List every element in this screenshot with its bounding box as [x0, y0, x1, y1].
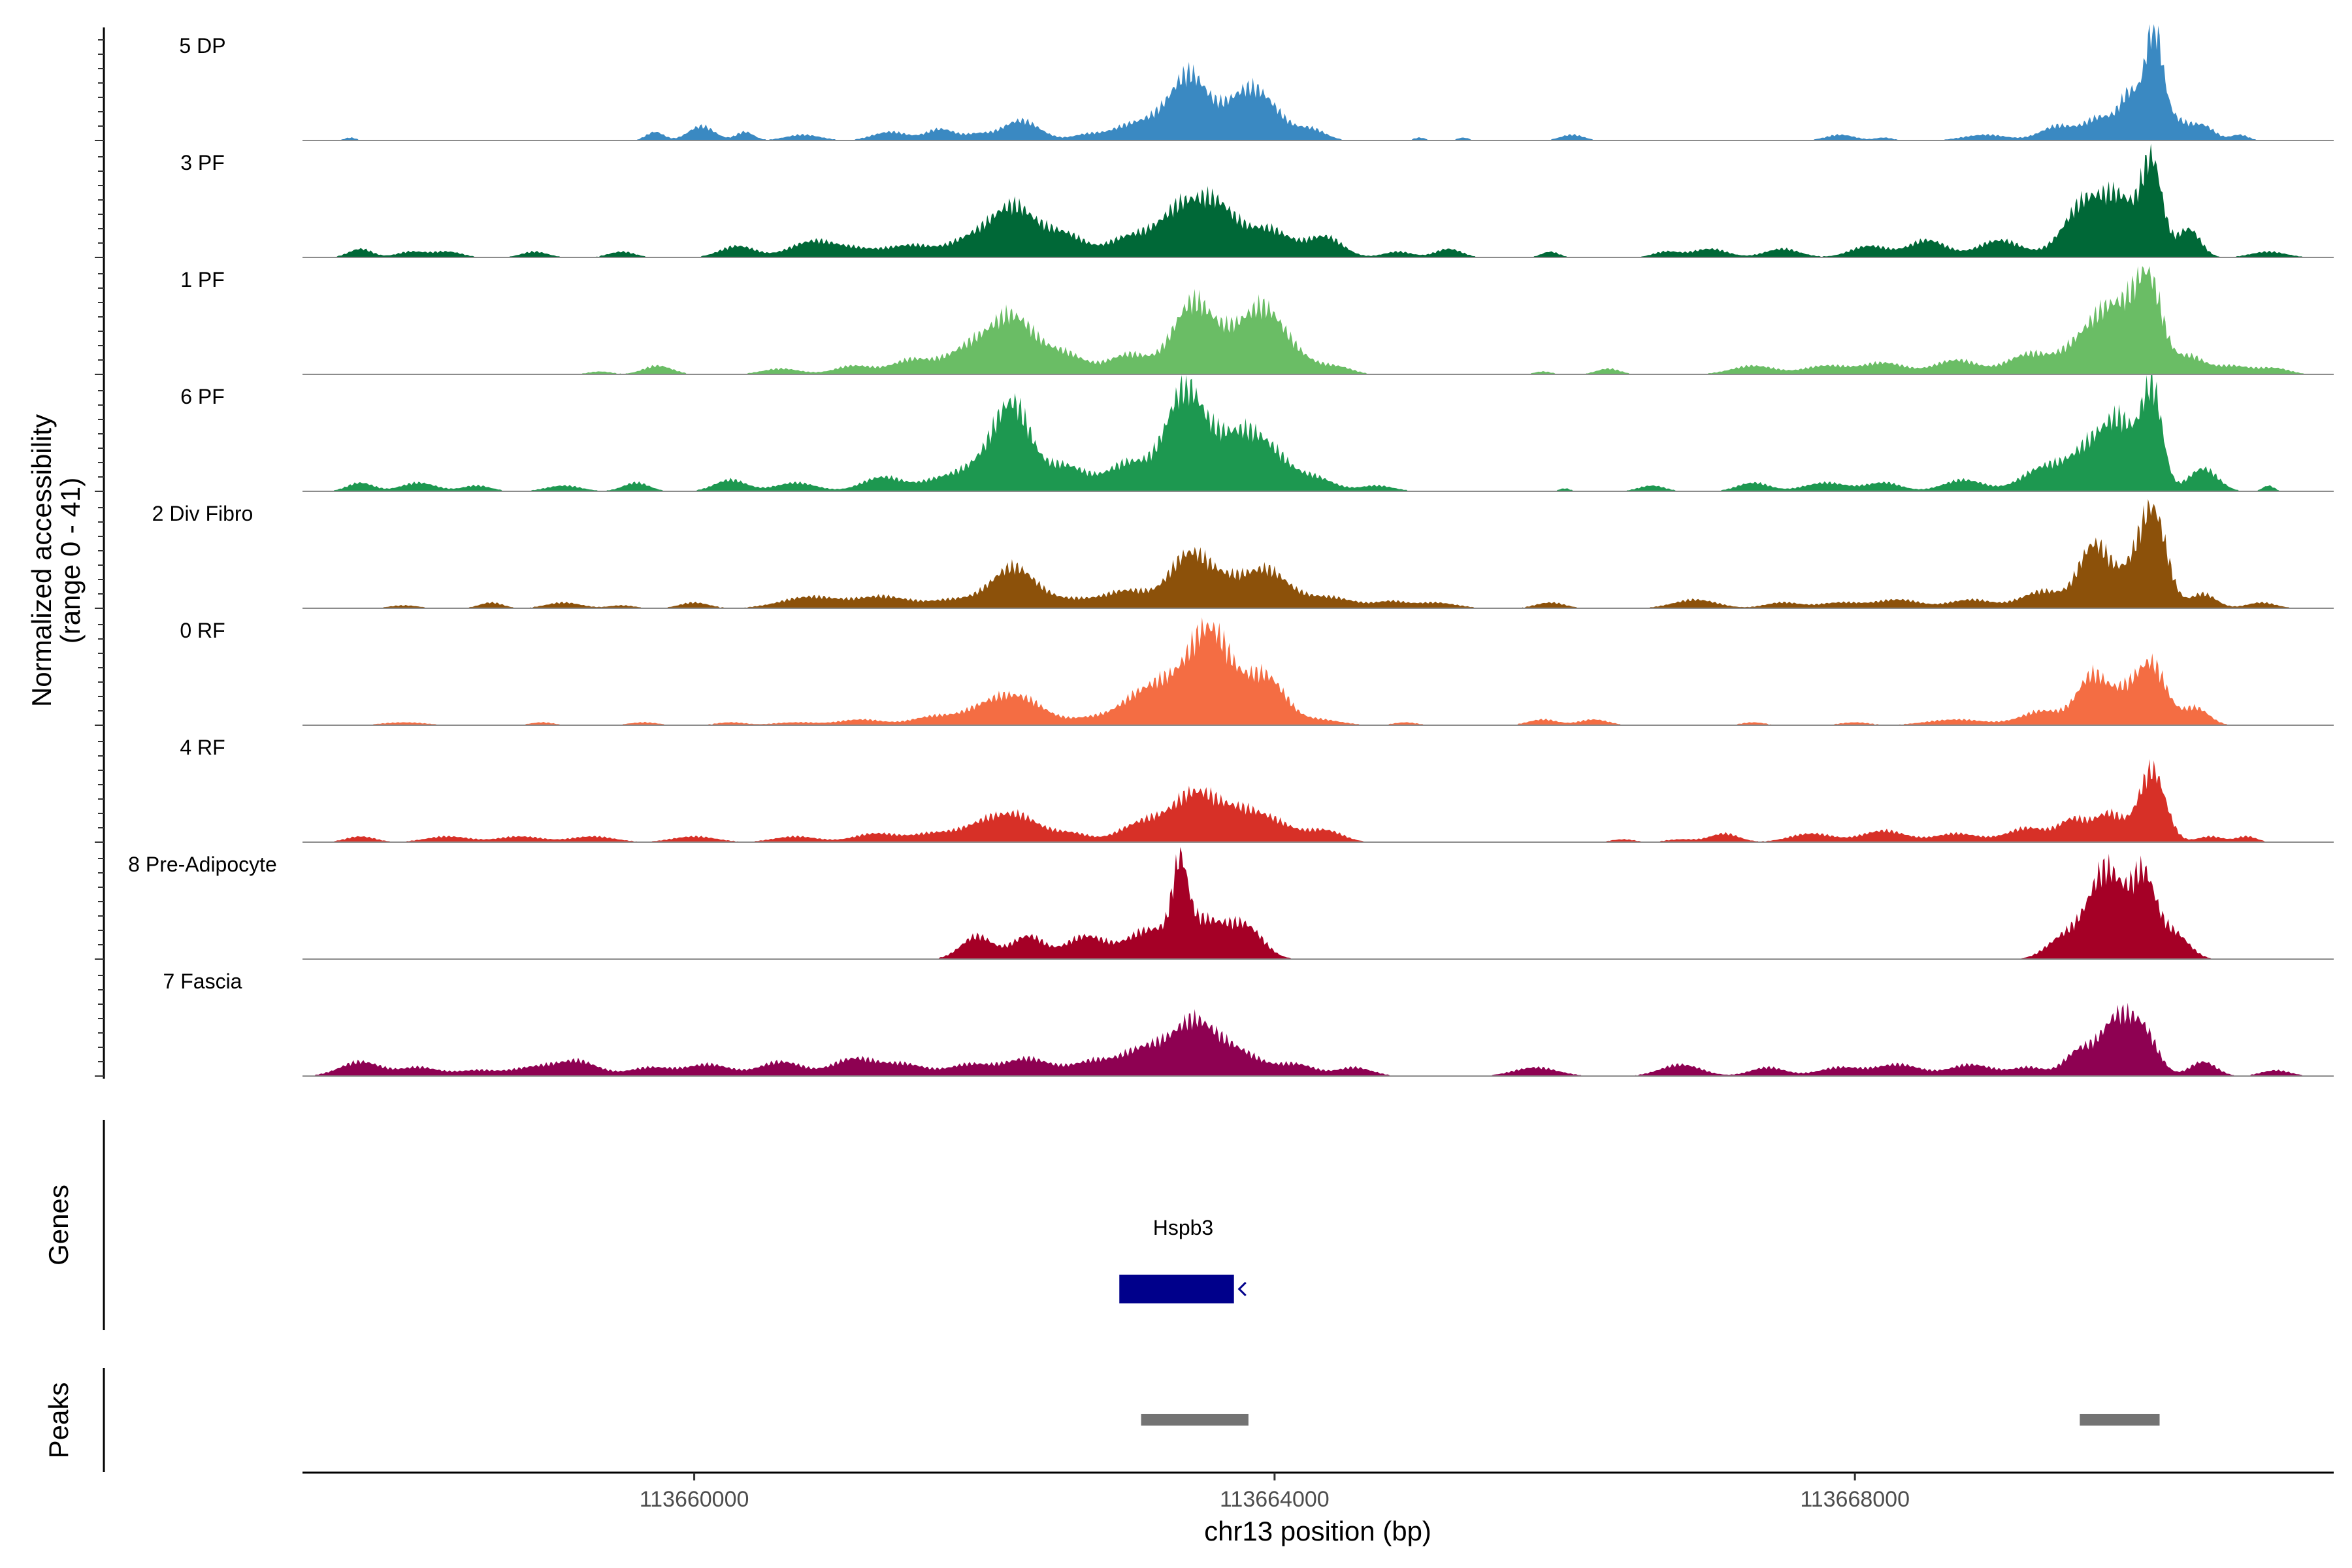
coverage-area [302, 498, 2334, 608]
gene-label: Hspb3 [1153, 1216, 1214, 1239]
track-label: 8 Pre-Adipocyte [128, 853, 277, 876]
peaks-panel-title: Peaks [43, 1382, 74, 1459]
coverage-area [302, 143, 2334, 257]
track-2-div-fibro: 2 Div Fibro [152, 498, 2334, 609]
genes-track: Hspb3 [1119, 1216, 1247, 1303]
y-axis-title-line1: Normalized accessibility [26, 414, 57, 707]
gene-body [1119, 1275, 1234, 1303]
coverage-area [302, 266, 2334, 374]
track-label: 7 Fascia [163, 970, 242, 993]
track-label: 2 Div Fibro [152, 502, 253, 525]
coverage-area [302, 617, 2334, 725]
track-label: 0 RF [180, 619, 225, 642]
track-1-pf: 1 PF [180, 266, 2334, 375]
track-label: 6 PF [180, 385, 225, 408]
genes-panel-title: Genes [43, 1184, 74, 1266]
coverage-area [302, 1002, 2334, 1076]
x-tick-label: 113664000 [1220, 1487, 1330, 1512]
strand-arrow-icon [1237, 1281, 1247, 1297]
x-tick-label: 113668000 [1800, 1487, 1910, 1512]
y-axis-title-line2: (range 0 - 41) [55, 478, 86, 644]
track-5-dp: 5 DP [179, 24, 2334, 141]
x-axis: 113660000 113664000 113668000 [640, 1473, 1910, 1512]
track-0-rf: 0 RF [180, 617, 2334, 726]
coverage-area [302, 847, 2334, 959]
track-label: 3 PF [180, 151, 225, 174]
x-tick-label: 113660000 [640, 1487, 749, 1512]
track-6-pf: 6 PF [180, 375, 2334, 492]
gene-hspb3: Hspb3 [1119, 1216, 1247, 1303]
coverage-area [302, 24, 2334, 140]
track-7-fascia: 7 Fascia [163, 970, 2334, 1077]
track-4-rf: 4 RF [180, 736, 2334, 843]
peak-region [2080, 1414, 2160, 1426]
peaks-track [1141, 1414, 2160, 1426]
track-label: 1 PF [180, 268, 225, 291]
y-axis [95, 27, 105, 1079]
coverage-tracks: 5 DP 3 PF 1 PF 6 PF 2 Div Fibro 0 RF 4 RF 8 Pre… [128, 24, 2334, 1077]
track-label: 5 DP [179, 34, 225, 57]
track-8-pre-adipocyte: 8 Pre-Adipocyte [128, 847, 2334, 960]
coverage-area [302, 759, 2334, 842]
x-axis-title: chr13 position (bp) [1204, 1516, 1431, 1546]
track-label: 4 RF [180, 736, 225, 759]
peak-region [1141, 1414, 1249, 1426]
track-3-pf: 3 PF [180, 143, 2334, 258]
coverage-area [302, 375, 2334, 491]
